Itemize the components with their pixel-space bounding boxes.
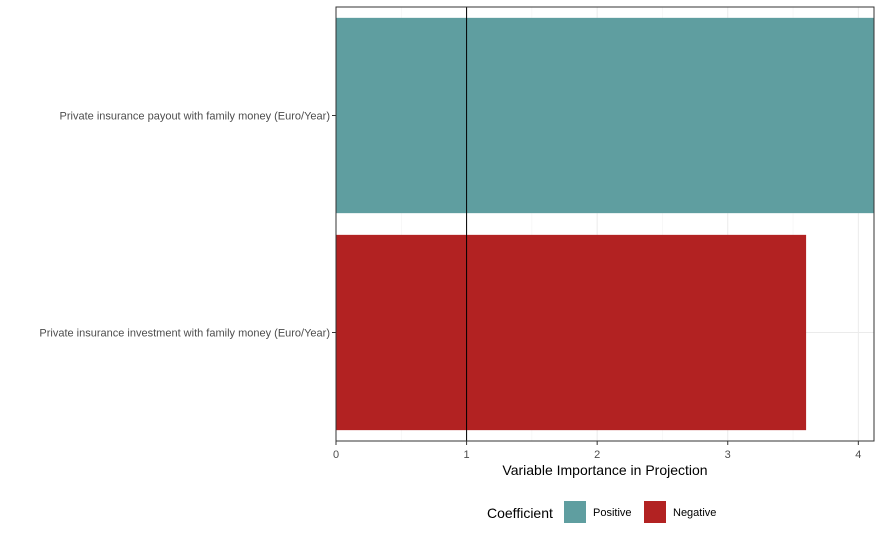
- x-axis-ticks: 0 1 2 3 4: [333, 441, 861, 461]
- y-category-label: Private insurance investment with family…: [39, 328, 330, 340]
- x-tick-label: 3: [725, 449, 731, 461]
- legend: Coefficient Positive Negative: [487, 501, 716, 523]
- bar-positive: [336, 17, 874, 214]
- x-axis-title: Variable Importance in Projection: [502, 462, 707, 478]
- bars: [336, 17, 874, 431]
- legend-key-positive: [564, 501, 586, 523]
- legend-label-positive: Positive: [593, 507, 632, 519]
- y-category-label: Private insurance payout with family mon…: [60, 111, 330, 123]
- legend-items: Positive Negative: [564, 501, 716, 523]
- y-axis-categories: Private insurance payout with family mon…: [39, 111, 336, 340]
- legend-label-negative: Negative: [673, 507, 716, 519]
- legend-key-negative: [644, 501, 666, 523]
- x-tick-label: 4: [855, 449, 861, 461]
- x-tick-label: 1: [464, 449, 470, 461]
- panel-border: [335, 6, 875, 442]
- legend-title: Coefficient: [487, 505, 553, 521]
- bar-negative: [336, 234, 807, 431]
- x-tick-label: 0: [333, 449, 339, 461]
- x-tick-label: 2: [594, 449, 600, 461]
